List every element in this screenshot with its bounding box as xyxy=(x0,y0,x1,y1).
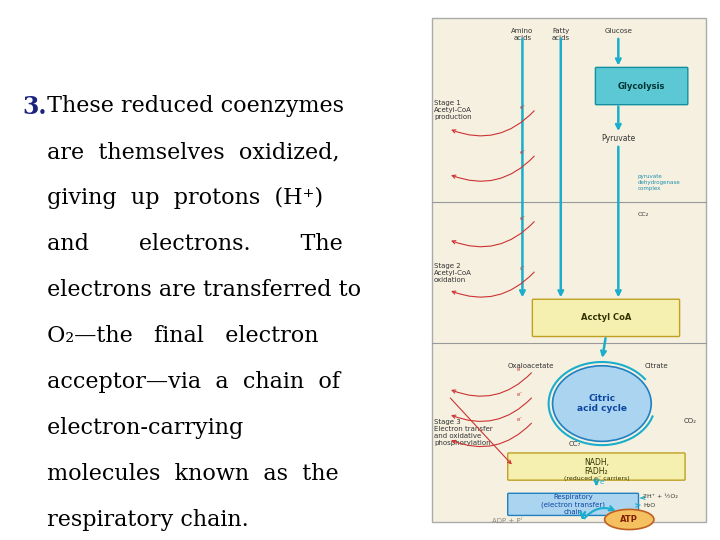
Text: Fatty
acids: Fatty acids xyxy=(552,28,570,41)
Polygon shape xyxy=(432,18,706,522)
Text: e⁻: e⁻ xyxy=(599,479,608,485)
Text: CC₂: CC₂ xyxy=(637,212,649,217)
Text: Acctyl CoA: Acctyl CoA xyxy=(581,313,631,322)
Text: e⁻: e⁻ xyxy=(520,150,526,155)
Text: e⁻: e⁻ xyxy=(517,417,523,422)
Text: Citric
acid cycle: Citric acid cycle xyxy=(577,394,627,413)
Text: Stage 2
Acetyl-CoA
oxidation: Stage 2 Acetyl-CoA oxidation xyxy=(434,262,472,282)
Text: CC₇: CC₇ xyxy=(568,441,580,447)
Text: CO₂: CO₂ xyxy=(684,418,697,424)
Text: Glycolysis: Glycolysis xyxy=(618,82,665,91)
FancyBboxPatch shape xyxy=(508,453,685,480)
Text: Stage 3
Electron transfer
and oxidative
phosphorylation: Stage 3 Electron transfer and oxidative … xyxy=(434,419,492,446)
Text: Amino
acids: Amino acids xyxy=(511,28,534,41)
Text: O₂—the   final   electron: O₂—the final electron xyxy=(40,325,318,347)
FancyBboxPatch shape xyxy=(595,68,688,105)
Text: 3.: 3. xyxy=(22,95,47,119)
Text: H₂O: H₂O xyxy=(643,503,655,508)
Text: molecules  known  as  the: molecules known as the xyxy=(40,463,338,485)
Text: and       electrons.       The: and electrons. The xyxy=(40,233,343,255)
Text: Oxaloacetate: Oxaloacetate xyxy=(508,363,554,369)
Text: pyruvate
dehydrogenase
complex: pyruvate dehydrogenase complex xyxy=(637,174,680,191)
Text: FADH₂: FADH₂ xyxy=(585,467,608,476)
Ellipse shape xyxy=(552,366,651,441)
Text: These reduced coenzymes: These reduced coenzymes xyxy=(40,95,344,117)
Text: Respiratory
(electron transfer)
chain: Respiratory (electron transfer) chain xyxy=(541,494,605,515)
Text: Pyruvate: Pyruvate xyxy=(601,134,636,144)
Text: Glucose: Glucose xyxy=(604,28,632,34)
FancyBboxPatch shape xyxy=(532,299,680,336)
Text: e⁻: e⁻ xyxy=(520,105,526,110)
FancyBboxPatch shape xyxy=(508,493,639,516)
Text: e⁻: e⁻ xyxy=(517,367,523,372)
Text: e⁻: e⁻ xyxy=(517,392,523,397)
Text: ADP + Pᴵ: ADP + Pᴵ xyxy=(492,518,522,524)
Text: are  themselves  oxidized,: are themselves oxidized, xyxy=(40,141,340,163)
Text: giving  up  protons  (H⁺): giving up protons (H⁺) xyxy=(40,187,323,209)
Text: e⁻: e⁻ xyxy=(520,215,526,221)
Text: c⁻: c⁻ xyxy=(521,266,526,271)
Text: NADH,: NADH, xyxy=(584,458,609,467)
Text: 2H⁺ + ½O₂: 2H⁺ + ½O₂ xyxy=(643,494,678,500)
Text: Stage 1
Acetyl-CoA
production: Stage 1 Acetyl-CoA production xyxy=(434,100,472,120)
Text: electron-carrying: electron-carrying xyxy=(40,417,243,439)
Text: acceptor—via  a  chain  of: acceptor—via a chain of xyxy=(40,371,340,393)
Text: (reduced e⁻ carriers): (reduced e⁻ carriers) xyxy=(564,476,629,481)
Text: electrons are transferred to: electrons are transferred to xyxy=(40,279,361,301)
Text: Citrate: Citrate xyxy=(645,363,668,369)
Ellipse shape xyxy=(605,509,654,530)
Text: respiratory chain.: respiratory chain. xyxy=(40,509,248,531)
Text: ATP: ATP xyxy=(621,515,638,524)
